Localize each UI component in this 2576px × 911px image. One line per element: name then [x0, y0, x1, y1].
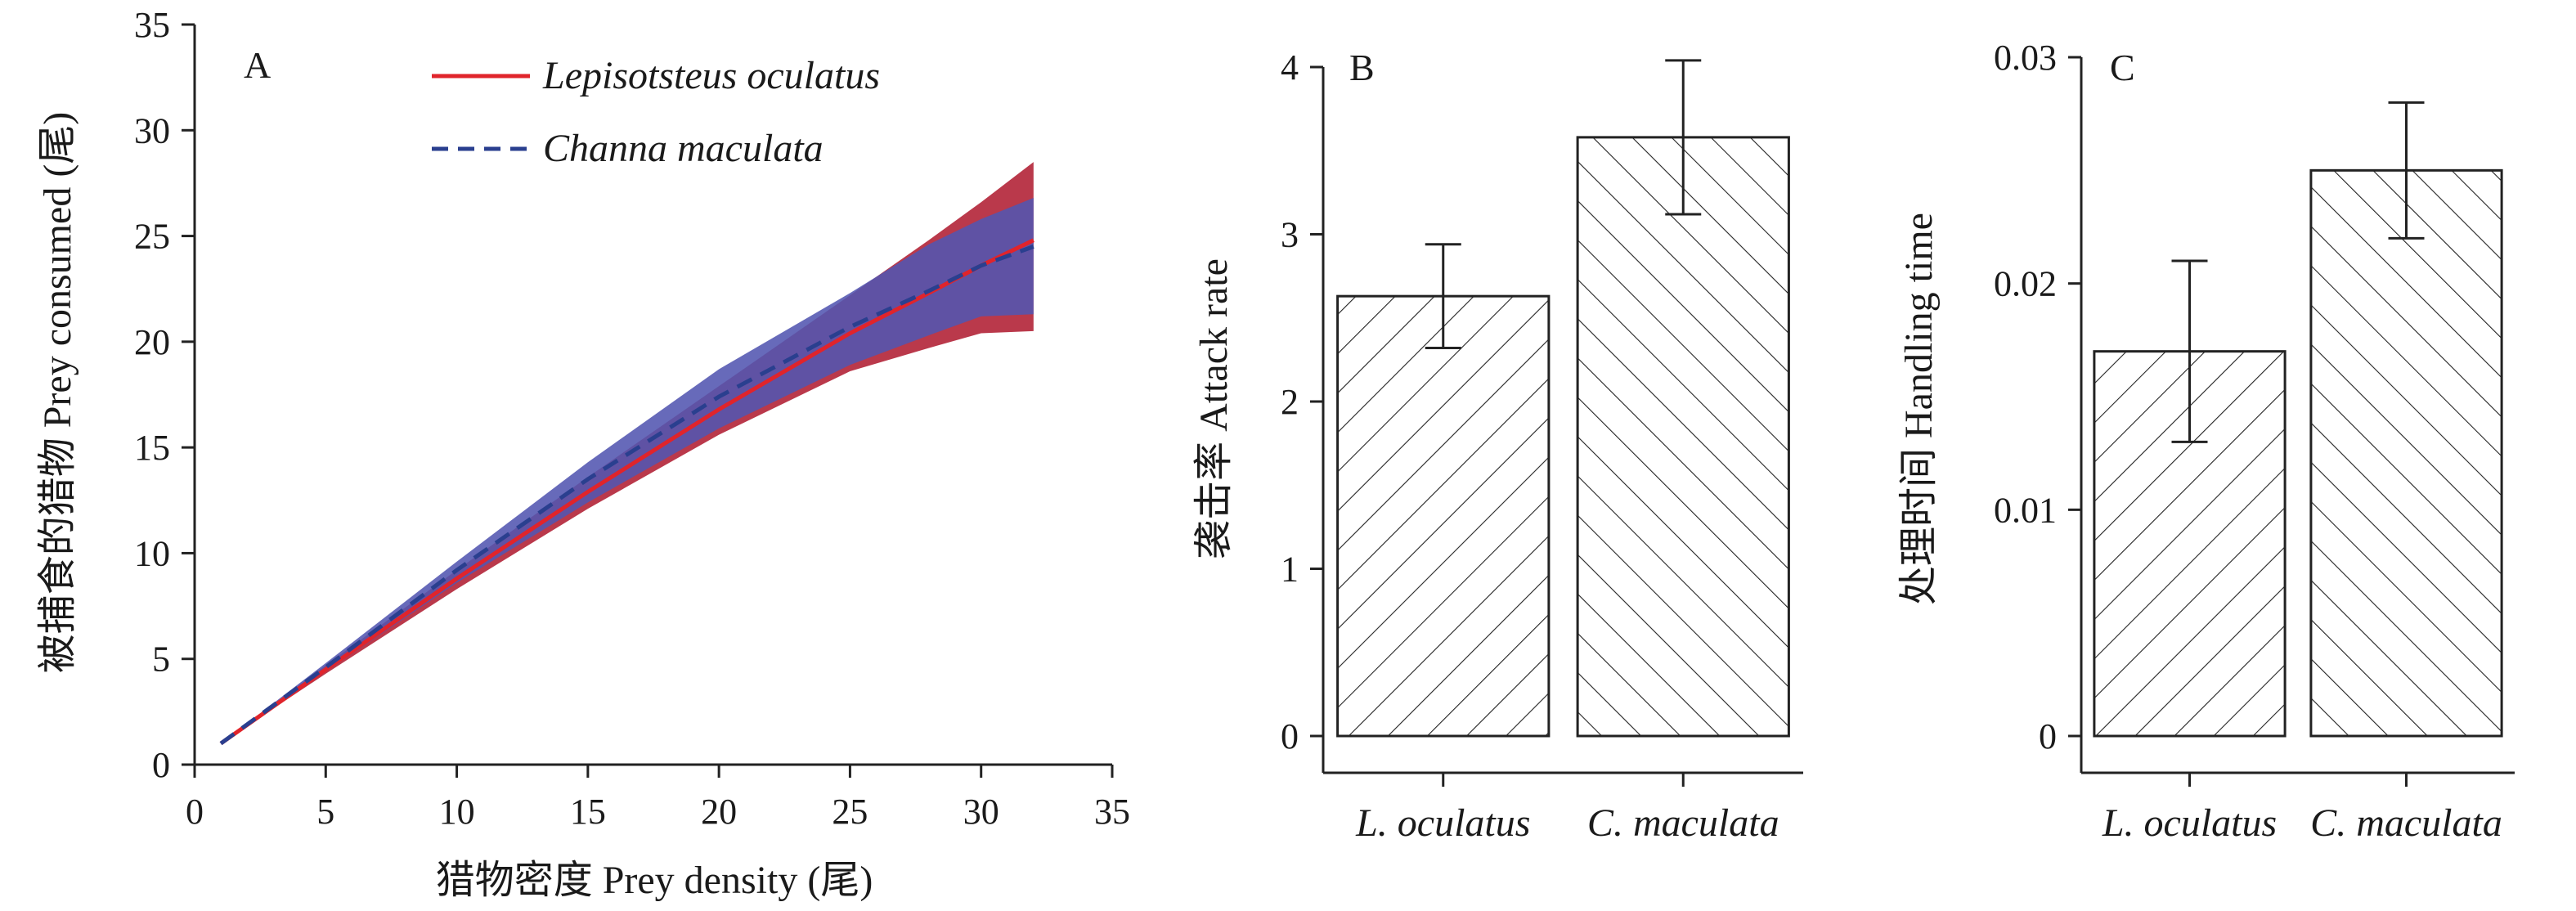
- series-line-channa-maculata: [219, 245, 1034, 746]
- legend-label-l-oculatus: Lepisotsteus oculatus: [542, 54, 880, 97]
- x-tick-label: 35: [1094, 792, 1130, 832]
- x-tick-label: 0: [186, 792, 204, 832]
- panel-c-axes: 0 0.01 0.02 0.03 L. oculatus C. maculata: [1994, 38, 2515, 845]
- bar-c-maculata: [1576, 136, 1790, 738]
- panel-a: 0 5 10 15 20 25 30 35 0 5 10 15 20 25 30 35 A Lepisotst…: [36, 5, 1130, 902]
- panel-c-y-axis-title: 处理时间 Handling time: [1897, 213, 1941, 605]
- x-category-label: C. maculata: [2310, 801, 2502, 845]
- x-tick-label: 5: [316, 792, 334, 832]
- bar-c-maculata: [2309, 168, 2503, 738]
- y-tick-label: 15: [134, 428, 170, 468]
- y-tick-label: 1: [1281, 550, 1299, 590]
- panel-b-label: B: [1349, 47, 1375, 88]
- x-tick-label: 15: [570, 792, 606, 832]
- legend: Lepisotsteus oculatus Channa maculata: [432, 54, 880, 170]
- panel-b: 0 1 2 3 4 L. oculatus C. maculata B 袭击率 Attack…: [1192, 47, 1803, 845]
- panel-b-axes: 0 1 2 3 4 L. oculatus C. maculata: [1281, 47, 1803, 845]
- x-category-label: C. maculata: [1587, 801, 1779, 845]
- y-tick-label: 25: [134, 217, 170, 257]
- panel-a-axes: 0 5 10 15 20 25 30 35 0 5 10 15 20 25 30 35: [134, 5, 1130, 832]
- y-tick-label: 0: [1281, 716, 1299, 756]
- y-tick-label: 30: [134, 110, 170, 150]
- x-category-label: L. oculatus: [1355, 801, 1530, 845]
- panel-b-bars: [1336, 59, 1790, 738]
- x-tick-label: 20: [701, 792, 737, 832]
- panel-a-label: A: [244, 44, 271, 86]
- y-tick-label: 35: [134, 5, 170, 45]
- panel-a-x-axis-title: 猎物密度 Prey density (尾): [436, 859, 873, 902]
- y-tick-label: 5: [152, 639, 170, 680]
- legend-label-c-maculata: Channa maculata: [543, 127, 824, 170]
- x-tick-label: 25: [832, 792, 868, 832]
- bar-l-oculatus: [1336, 294, 1551, 738]
- x-category-label: L. oculatus: [2102, 801, 2277, 845]
- y-tick-label: 10: [134, 533, 170, 573]
- y-tick-label: 0.02: [1994, 264, 2057, 304]
- y-tick-label: 0.01: [1994, 490, 2057, 530]
- y-tick-label: 0: [2039, 716, 2057, 756]
- confidence-band-channa-maculata: [221, 198, 1034, 744]
- y-tick-label: 4: [1281, 47, 1299, 88]
- y-tick-label: 2: [1281, 382, 1299, 422]
- panel-a-y-axis-title: 被捕食的猎物 Prey consumed (尾): [36, 112, 79, 674]
- y-tick-label: 0.03: [1994, 38, 2057, 78]
- panel-c-bars: [2093, 101, 2503, 738]
- panel-c-label: C: [2110, 47, 2135, 88]
- fitted-lines: [219, 238, 1034, 746]
- x-tick-label: 10: [439, 792, 475, 832]
- y-tick-label: 20: [134, 322, 170, 362]
- y-tick-label: 0: [152, 745, 170, 785]
- series-line-lepisotsteus-oculatus: [219, 238, 1034, 746]
- y-tick-label: 3: [1281, 215, 1299, 255]
- panel-c: 0 0.01 0.02 0.03 L. oculatus C. maculata C 处理…: [1897, 38, 2515, 845]
- x-tick-label: 30: [963, 792, 999, 832]
- panel-b-y-axis-title: 袭击率 Attack rate: [1192, 258, 1236, 559]
